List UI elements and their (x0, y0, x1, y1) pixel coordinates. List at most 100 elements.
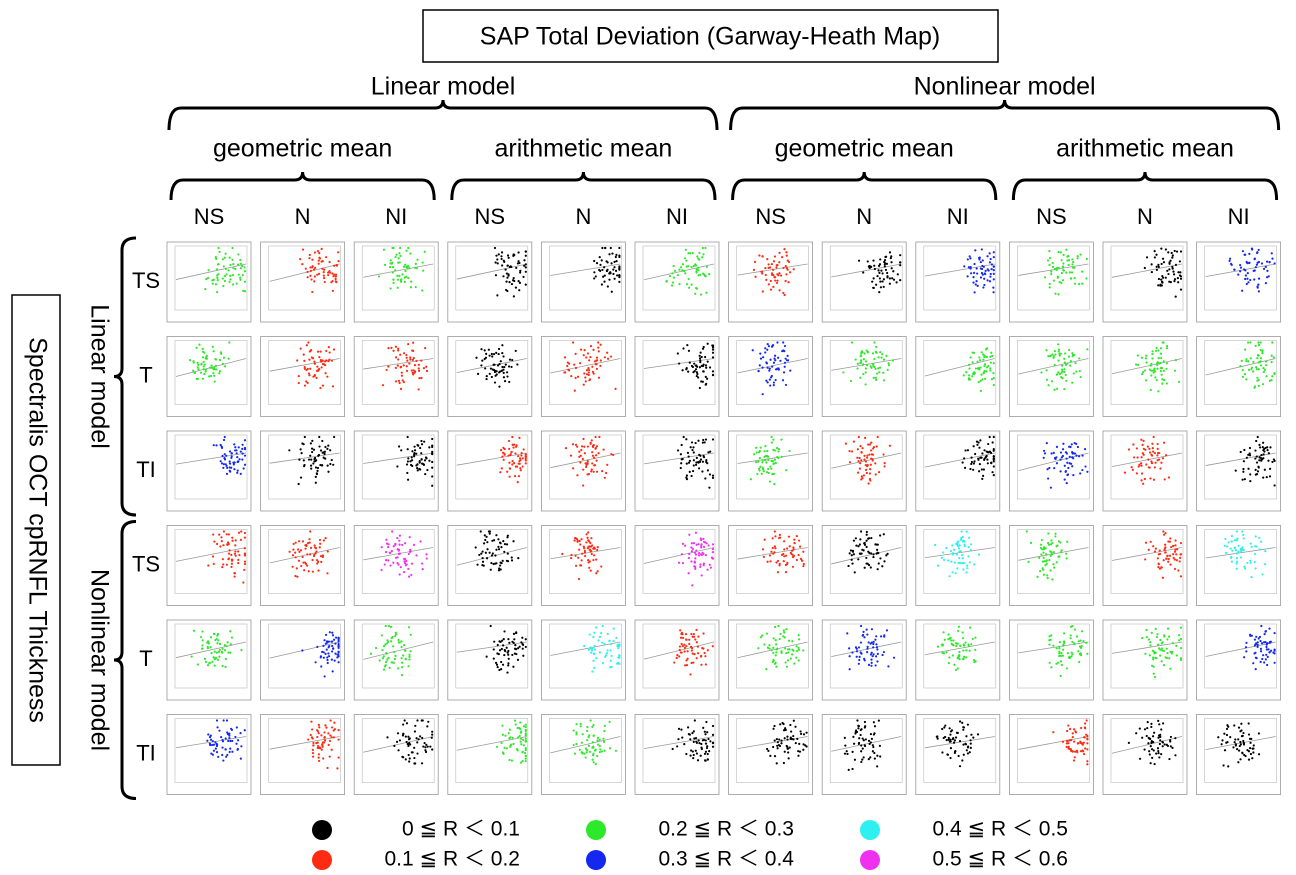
point (502, 368, 505, 371)
point (394, 654, 397, 657)
point (891, 359, 895, 362)
fit-line (831, 736, 902, 752)
point (512, 462, 516, 465)
point (209, 646, 212, 649)
point (516, 658, 520, 661)
point (225, 645, 228, 648)
point (847, 564, 850, 568)
point (405, 563, 408, 566)
point (866, 465, 869, 468)
point (308, 553, 312, 556)
point (1259, 660, 1262, 663)
point (1164, 546, 1167, 549)
point (797, 648, 801, 651)
point (681, 562, 685, 565)
point (1259, 349, 1262, 352)
point (1241, 751, 1244, 754)
point (524, 737, 527, 740)
point (411, 751, 414, 754)
point (392, 645, 395, 648)
point (330, 748, 333, 751)
point (699, 361, 702, 364)
point (979, 439, 982, 442)
point (206, 276, 210, 280)
point (231, 750, 234, 753)
point (1245, 282, 1248, 286)
point (391, 271, 394, 274)
point (589, 646, 592, 649)
scatter-cell (260, 525, 346, 606)
point (857, 646, 861, 649)
point (374, 646, 378, 650)
point (1144, 558, 1147, 561)
point (211, 345, 214, 349)
point (692, 632, 695, 636)
point (230, 727, 233, 730)
point (1257, 283, 1260, 286)
point (586, 459, 589, 463)
point (500, 660, 503, 664)
point (494, 562, 497, 565)
point (1162, 559, 1165, 562)
point (590, 651, 593, 654)
point (761, 366, 764, 369)
point (882, 278, 886, 281)
point (486, 541, 489, 544)
point (1169, 537, 1172, 540)
point (982, 265, 985, 268)
plot-frame (821, 714, 907, 795)
point (769, 465, 772, 468)
plot-area (1204, 245, 1277, 311)
point (1169, 740, 1172, 743)
point (1142, 370, 1145, 374)
point (311, 450, 314, 454)
point (524, 732, 527, 735)
point (1169, 735, 1173, 739)
point (592, 761, 595, 764)
point (397, 257, 400, 260)
point (223, 275, 226, 278)
point (1167, 272, 1170, 276)
point (502, 371, 505, 374)
point (941, 651, 944, 655)
point (1048, 282, 1051, 286)
point (216, 726, 219, 729)
point (852, 553, 855, 556)
point (1071, 736, 1074, 739)
point (707, 451, 710, 454)
point (1172, 273, 1176, 276)
plot-area (455, 340, 529, 405)
fit-line (643, 547, 715, 564)
point (1263, 661, 1266, 664)
point (1249, 278, 1252, 282)
point (1137, 465, 1140, 468)
point (597, 341, 600, 344)
point (788, 449, 791, 453)
point (394, 345, 398, 348)
scatter-cell (1102, 336, 1188, 417)
point (228, 734, 231, 737)
point (1157, 349, 1160, 352)
point (1153, 466, 1156, 469)
point (512, 277, 515, 280)
point (519, 727, 522, 731)
point (385, 550, 388, 554)
point (1152, 478, 1156, 481)
point (392, 278, 395, 281)
point (967, 546, 970, 549)
point (764, 459, 767, 462)
point (793, 662, 796, 665)
point (332, 348, 336, 351)
point (236, 471, 239, 474)
point (215, 657, 218, 660)
point (333, 659, 336, 662)
point (1241, 289, 1244, 292)
point (510, 265, 513, 269)
point (229, 747, 232, 750)
point (1135, 472, 1138, 475)
point (516, 647, 520, 650)
point (405, 365, 408, 368)
point (1253, 269, 1256, 272)
point (689, 754, 692, 757)
point (322, 757, 325, 760)
